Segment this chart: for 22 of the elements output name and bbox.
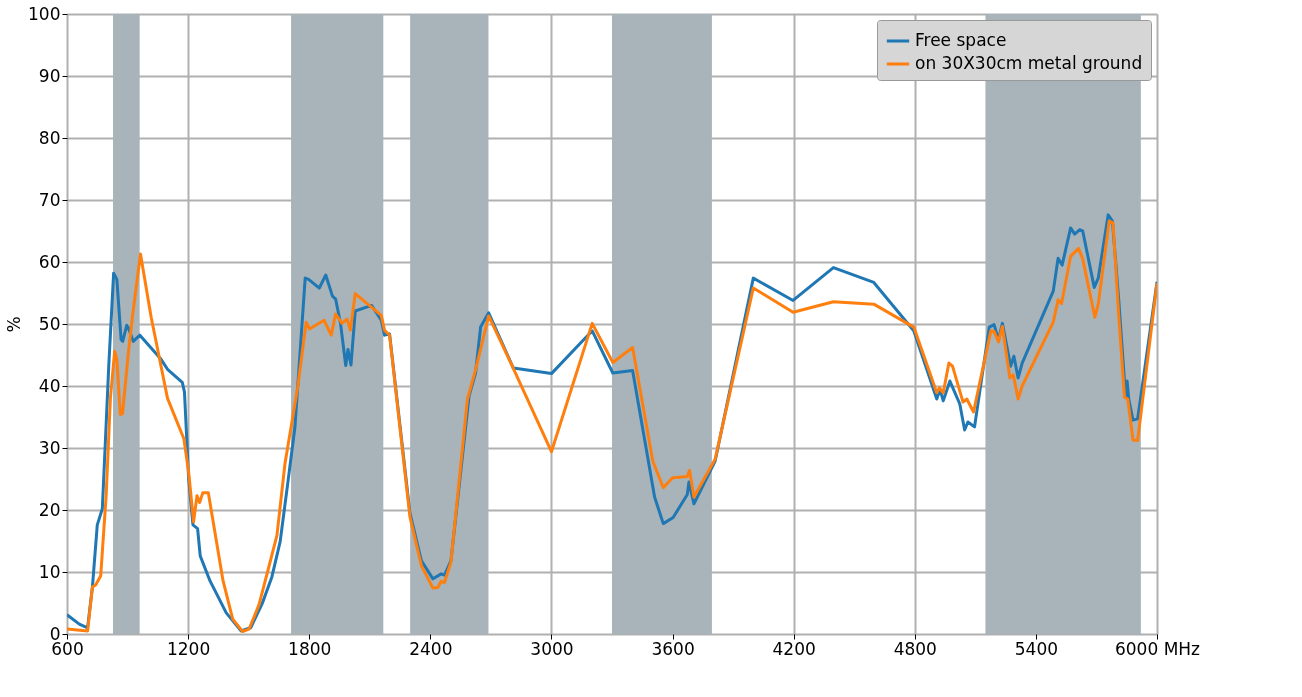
x-tick-label: 2400 <box>409 638 453 659</box>
y-tick-label: 80 <box>38 127 61 148</box>
x-tick-label: 5400 <box>1014 638 1059 659</box>
x-tick-label: 3600 <box>651 638 695 659</box>
y-tick-label: 60 <box>38 251 61 272</box>
y-tick-label: 30 <box>38 437 61 458</box>
x-tick-label: 4200 <box>772 638 816 659</box>
y-tick-label: 20 <box>38 499 61 520</box>
x-tick-label: 3000 <box>530 638 574 659</box>
x-tick-label: 4800 <box>893 638 937 659</box>
legend-label: on 30X30cm metal ground <box>915 53 1143 73</box>
y-tick-label: 90 <box>38 65 61 86</box>
x-tick-label: 6000 MHz <box>1114 638 1201 659</box>
y-tick-label: 100 <box>28 3 61 24</box>
x-tick-label: 1800 <box>288 638 332 659</box>
y-tick-label: 50 <box>38 313 61 334</box>
y-tick-label: 70 <box>38 189 61 210</box>
y-tick-label: 10 <box>38 561 61 582</box>
y-tick-label: 40 <box>38 375 61 396</box>
y-axis-title: % <box>4 316 25 333</box>
x-tick-label: 1200 <box>166 638 211 659</box>
legend-label: Free space <box>915 30 1007 50</box>
